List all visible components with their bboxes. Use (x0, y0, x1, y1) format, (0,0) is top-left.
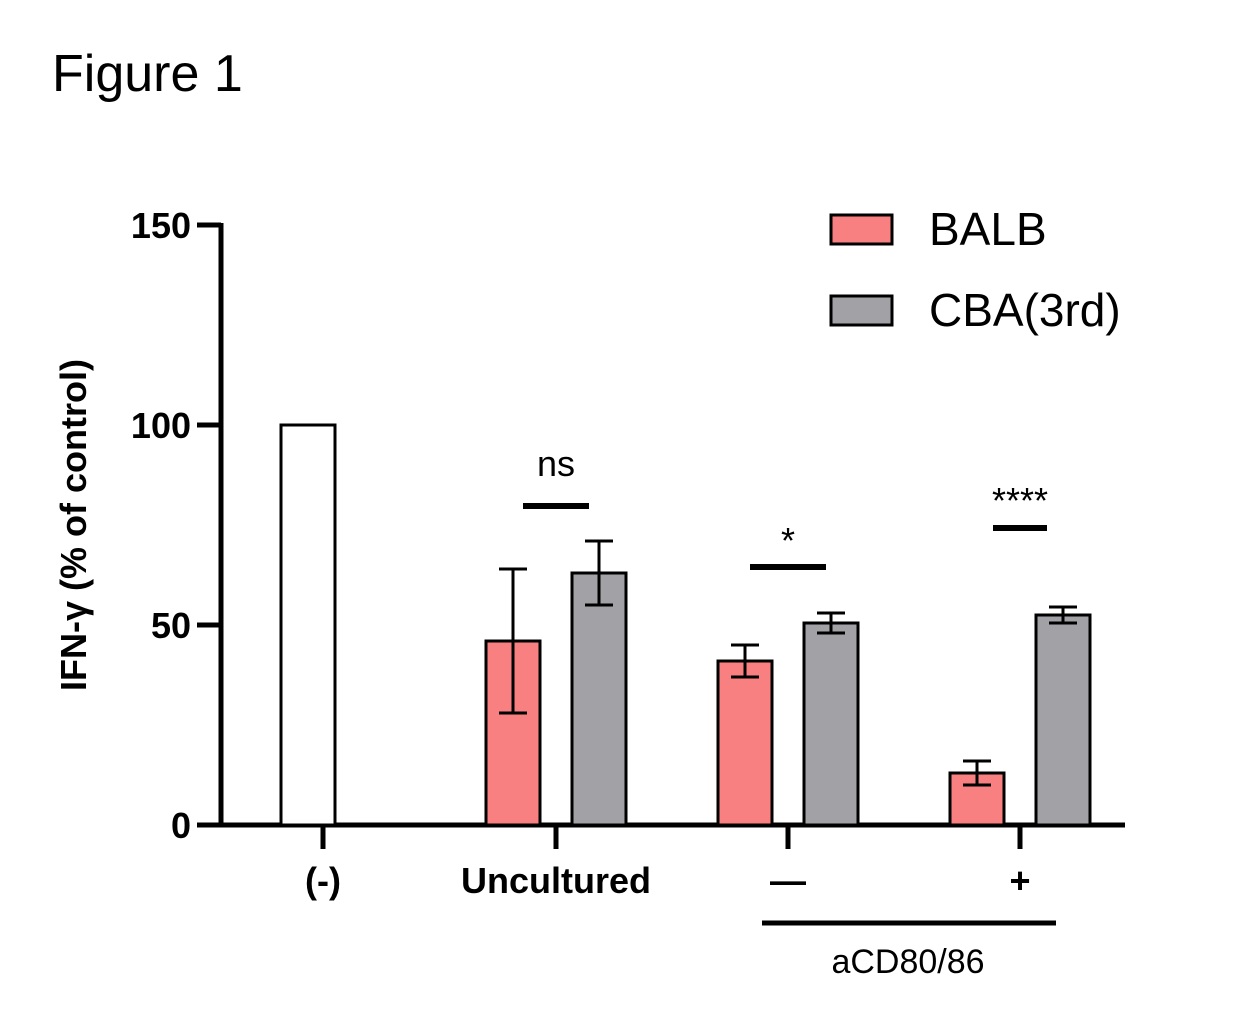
legend-swatch (829, 213, 894, 246)
legend-swatch (829, 294, 894, 327)
bars (279, 423, 1092, 827)
significance-annotations: ns***** (523, 443, 1048, 570)
bar-control (279, 423, 337, 827)
bar-cba-3rd- (570, 571, 628, 827)
error-bars (499, 539, 1077, 787)
y-tick-label: 100 (131, 405, 191, 446)
significance-label: ns (537, 443, 575, 484)
x-tick-label: — (770, 860, 806, 901)
figure-label: Figure 1 (52, 45, 243, 103)
x-tick-label: Uncultured (461, 860, 651, 901)
legend: BALB CBA(3rd) (829, 203, 1121, 336)
axes: 0 50 100 150 IFN-γ (% of control) (-) Uncultur… (53, 205, 1125, 981)
y-axis-label: IFN-γ (% of control) (53, 359, 94, 691)
significance-label: **** (992, 480, 1048, 521)
group-label: aCD80/86 (831, 943, 984, 981)
y-tick-label: 50 (151, 605, 191, 646)
y-tick-label: 0 (171, 805, 191, 846)
legend-label: BALB (929, 203, 1047, 255)
significance-label: * (781, 520, 795, 561)
bar-cba-3rd- (802, 621, 860, 827)
bar-cba-3rd- (1034, 613, 1092, 827)
legend-label: CBA(3rd) (929, 284, 1121, 336)
bar-balb (716, 659, 774, 827)
x-tick-label: (-) (305, 860, 341, 901)
y-tick-label: 150 (131, 205, 191, 246)
x-tick-label: + (1009, 860, 1030, 901)
